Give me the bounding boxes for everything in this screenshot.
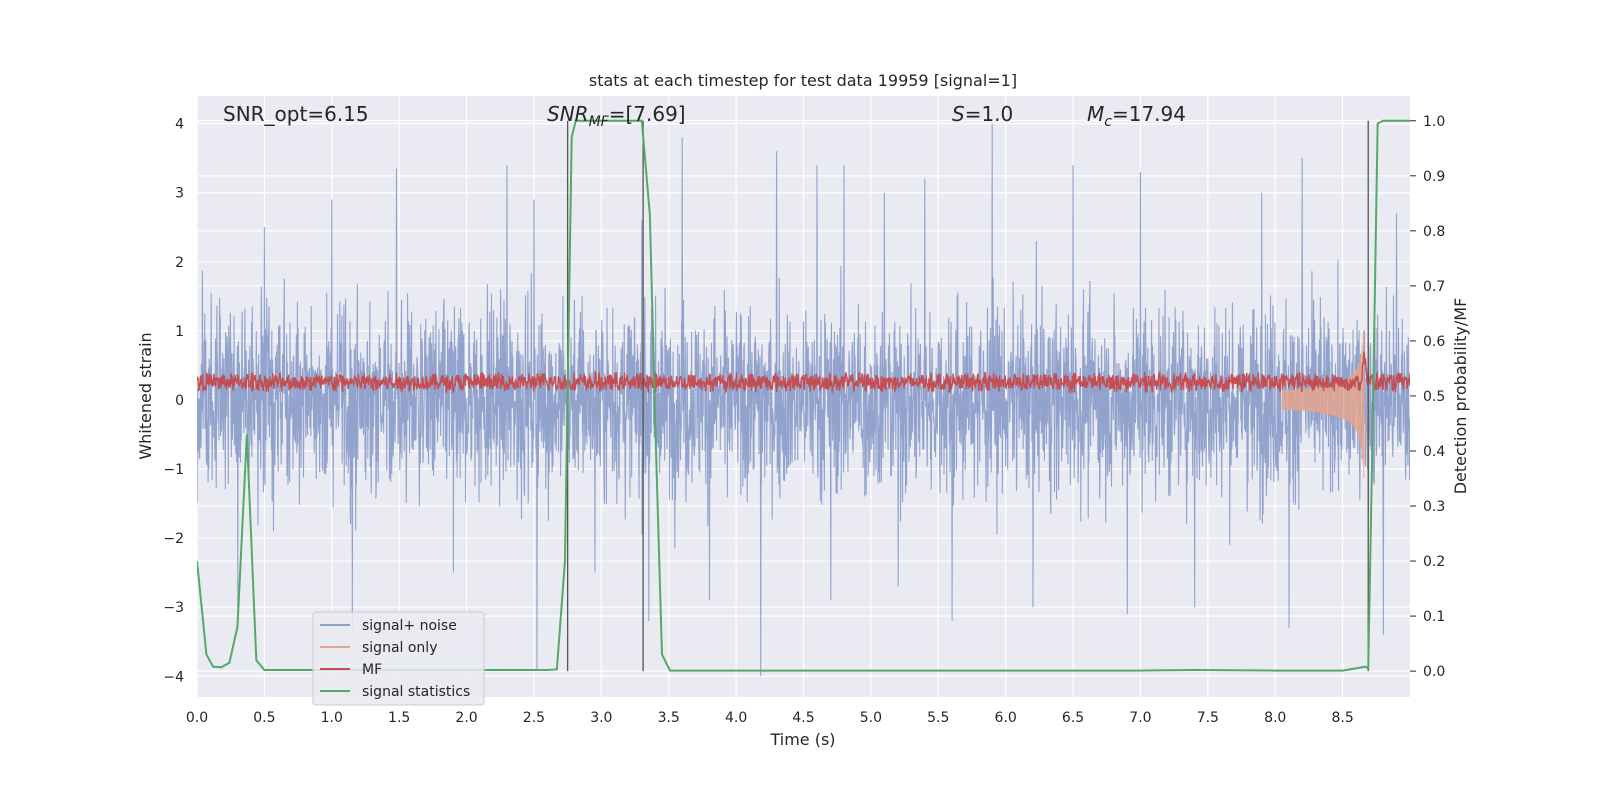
x-tick-label: 0.0	[186, 710, 208, 726]
y2-tick-label: 0.8	[1423, 224, 1445, 240]
annotation-snr-mf-main: SNR	[547, 102, 589, 126]
legend-label: signal+ noise	[362, 618, 457, 634]
annotation-snr-opt: SNR_opt=6.15	[223, 102, 369, 126]
y-tick-label: 2	[175, 255, 184, 271]
x-tick-label: 8.0	[1264, 710, 1286, 726]
signal-statistics-line	[197, 119, 1410, 672]
signal-statistics-series	[197, 119, 1410, 672]
x-tick-label: 1.0	[321, 710, 343, 726]
annotation-mc-sub: c	[1104, 114, 1112, 130]
y2-tick-label: 0.5	[1423, 389, 1445, 405]
x-axis-ticks: 0.0 0.5 1.0 1.5 2.0 2.5 3.0 3.5 4.0 4.5 5.0 5.5 6.0 6…	[186, 710, 1354, 726]
y2-tick-label: 0.4	[1423, 444, 1445, 460]
x-tick-label: 8.5	[1331, 710, 1353, 726]
legend-label: MF	[362, 662, 382, 678]
x-tick-label: 6.5	[1062, 710, 1084, 726]
annotation-s-value: =1.0	[965, 102, 1014, 126]
legend-label: signal only	[362, 640, 437, 656]
y-tick-label: −1	[163, 462, 184, 478]
annotation-s-main: S	[952, 102, 965, 126]
y-axis-ticks: 4 3 2 1 0 −1 −2 −3 −4	[163, 117, 184, 686]
y2-tick-label: 0.7	[1423, 279, 1445, 295]
legend-box	[312, 611, 485, 706]
signal-noise-line	[197, 123, 1410, 677]
x-tick-label: 5.0	[860, 710, 882, 726]
mf-series	[197, 351, 1410, 395]
y-tick-label: 3	[175, 186, 184, 202]
y2-axis-label: Detection probability/MF	[1451, 298, 1470, 495]
y2-axis-ticks: 1.0 0.9 0.8 0.7 0.6 0.5 0.4 0.3 0.2 0.1 0.0	[1410, 114, 1445, 680]
y-tick-label: −4	[163, 669, 184, 685]
annotation-snr-mf-value: =[7.69]	[609, 102, 686, 126]
y-tick-label: 1	[175, 324, 184, 340]
y-axis-label: Whitened strain	[136, 332, 155, 459]
x-tick-label: 0.5	[253, 710, 275, 726]
x-tick-label: 5.5	[927, 710, 949, 726]
x-tick-label: 4.0	[725, 710, 747, 726]
annotation-mc-value: =17.94	[1112, 102, 1186, 126]
x-tick-label: 2.0	[455, 710, 477, 726]
x-tick-label: 2.5	[523, 710, 545, 726]
annotation-mc-main: M	[1087, 102, 1104, 126]
annotation-mc: Mc=17.94	[1087, 102, 1186, 130]
y-tick-label: −2	[163, 531, 184, 547]
annotation-snr-mf-sub: MF	[589, 114, 610, 130]
y2-tick-label: 0.9	[1423, 169, 1445, 185]
y-tick-label: 0	[175, 393, 184, 409]
signal-noise-series	[197, 123, 1410, 677]
x-tick-label: 3.0	[590, 710, 612, 726]
y2-tick-label: 0.6	[1423, 334, 1445, 350]
x-axis-label: Time (s)	[769, 730, 835, 749]
y2-tick-label: 1.0	[1423, 114, 1445, 130]
x-tick-label: 7.5	[1197, 710, 1219, 726]
y2-tick-label: 0.3	[1423, 499, 1445, 515]
legend-label: signal statistics	[362, 684, 470, 700]
legend: signal+ noise signal only MF signal statist…	[312, 611, 485, 706]
x-tick-label: 7.0	[1129, 710, 1151, 726]
y2-tick-label: 0.2	[1423, 554, 1445, 570]
mf-line	[197, 351, 1410, 395]
x-tick-label: 6.0	[995, 710, 1017, 726]
plot-area	[197, 119, 1410, 677]
y2-tick-label: 0.1	[1423, 609, 1445, 625]
annotation-snr-mf: SNRMF=[7.69]	[547, 102, 686, 130]
x-tick-label: 1.5	[388, 710, 410, 726]
x-tick-label: 3.5	[658, 710, 680, 726]
y2-tick-label: 0.0	[1423, 664, 1445, 680]
legend-entries: signal+ noise signal only MF signal statist…	[320, 618, 470, 700]
chart-title: stats at each timestep for test data 199…	[589, 71, 1017, 90]
y-tick-label: −3	[163, 600, 184, 616]
annotation-s: S=1.0	[952, 102, 1013, 126]
x-tick-label: 4.5	[792, 710, 814, 726]
y-tick-label: 4	[175, 117, 184, 133]
